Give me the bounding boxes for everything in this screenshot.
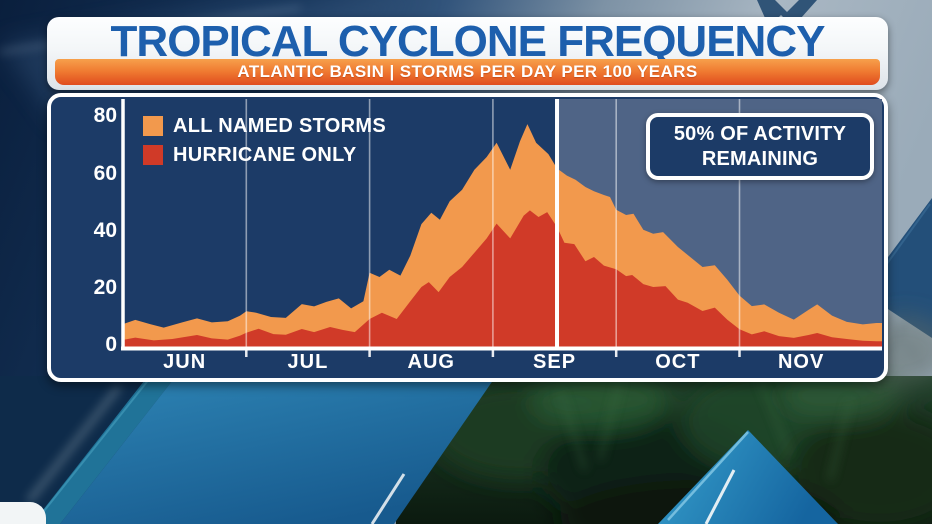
corner-card-peek [0, 502, 46, 524]
x-month-label-oct: OCT [655, 351, 701, 373]
blue-glass-panel [60, 376, 496, 524]
bottom-left-dark-base [0, 376, 148, 524]
hurricane-only-swatch-icon [143, 145, 163, 165]
y-tick-label-20: 20 [93, 275, 117, 299]
legend-label-named-storms: ALL NAMED STORMS [173, 114, 386, 137]
panel-accent-line [370, 473, 406, 524]
area-series-hurricane-only [123, 210, 882, 347]
badge-line-2: REMAINING [701, 147, 819, 170]
y-tick-label-60: 60 [93, 161, 117, 185]
subtitle-text: ATLANTIC BASIN | STORMS PER DAY PER 100 … [237, 62, 698, 81]
x-month-label-jul: JUL [287, 351, 329, 373]
chart-card: 80 60 40 20 0 JUN JUL AUG SEP OCT NOV ALL NAMED S… [47, 93, 888, 382]
x-month-label-sep: SEP [533, 351, 577, 373]
legend-item-named-storms: ALL NAMED STORMS [143, 115, 386, 137]
x-month-label-aug: AUG [407, 351, 455, 373]
y-tick-label-0: 0 [105, 333, 117, 356]
teal-stripe-edge [39, 377, 151, 517]
legend-label-hurricane-only: HURRICANE ONLY [173, 143, 357, 166]
named-storms-swatch-icon [143, 116, 163, 136]
page-title: TROPICAL CYCLONE FREQUENCY [110, 17, 826, 66]
chart-legend: ALL NAMED STORMS HURRICANE ONLY [143, 115, 386, 173]
activity-remaining-badge: 50% OF ACTIVITY REMAINING [646, 113, 874, 180]
triangle-accent-line [704, 469, 736, 524]
y-tick-label-80: 80 [93, 104, 117, 128]
teal-stripe [32, 376, 176, 524]
gray-diagonal-line [27, 385, 121, 503]
subtitle-bar: ATLANTIC BASIN | STORMS PER DAY PER 100 … [55, 59, 880, 85]
blue-triangle [658, 430, 838, 524]
x-month-label-nov: NOV [777, 351, 825, 373]
chart-area: 80 60 40 20 0 JUN JUL AUG SEP OCT NOV ALL NAMED S… [51, 97, 884, 378]
y-tick-label-40: 40 [93, 218, 117, 242]
leaf-strokes [558, 379, 852, 481]
legend-item-hurricane-only: HURRICANE ONLY [143, 144, 386, 166]
badge-line-1: 50% OF ACTIVITY [673, 122, 847, 145]
triangle-left-edge [667, 431, 749, 521]
title-card: TROPICAL CYCLONE FREQUENCY ATLANTIC BASI… [47, 17, 888, 90]
x-month-label-jun: JUN [163, 351, 207, 373]
